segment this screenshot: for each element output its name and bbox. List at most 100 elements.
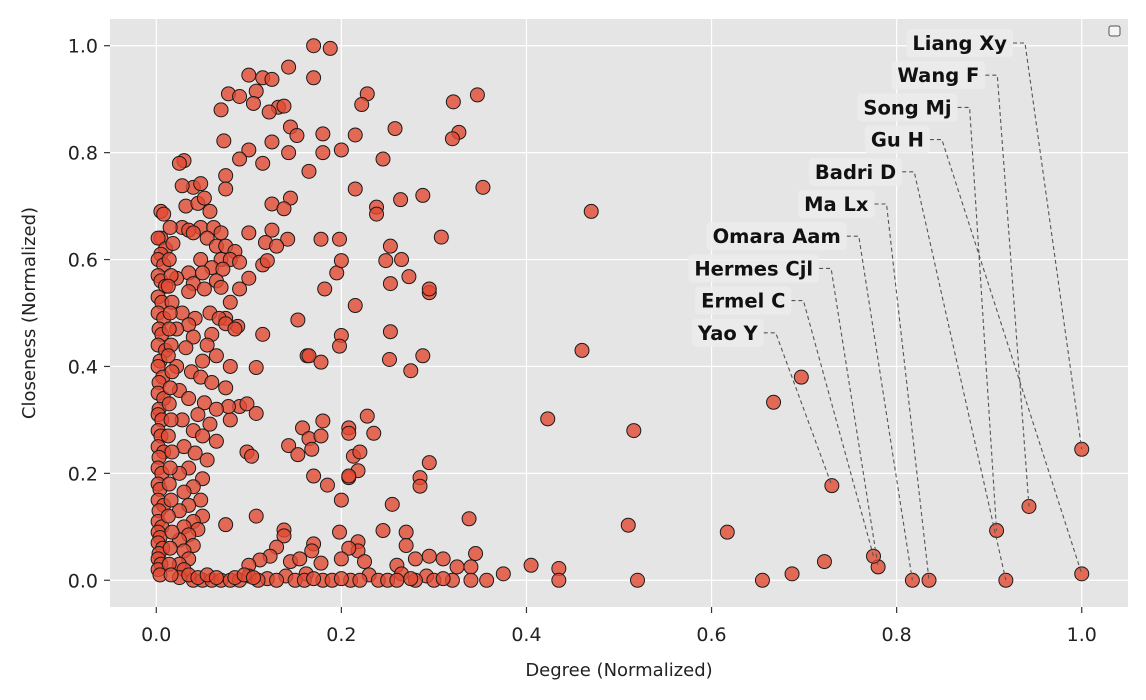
data-point (222, 412, 238, 428)
data-point (433, 229, 449, 245)
data-point (232, 151, 248, 167)
data-point (816, 554, 832, 570)
data-point (187, 445, 203, 461)
data-point (412, 478, 428, 494)
data-point (216, 133, 232, 149)
data-point (160, 508, 176, 524)
data-point (394, 252, 410, 268)
y-tick-label: 0.2 (68, 463, 98, 485)
data-point (347, 127, 363, 143)
data-point (276, 201, 292, 217)
data-point (196, 190, 212, 206)
data-point (574, 342, 590, 358)
data-point (156, 206, 172, 222)
annotation-label: Liang Xy (912, 32, 1007, 55)
data-point (202, 416, 218, 432)
data-point (276, 528, 292, 544)
annotation-box (691, 318, 764, 347)
data-point (333, 492, 349, 508)
data-point (213, 279, 229, 295)
y-tick-label: 0.4 (68, 356, 98, 378)
annotation-leaders (763, 42, 1083, 581)
data-point (181, 284, 197, 300)
data-point (463, 572, 479, 588)
data-point (213, 225, 229, 241)
annotation-leader (929, 139, 1083, 575)
data-point (218, 168, 234, 184)
x-tick-label: 0.0 (141, 624, 171, 646)
data-point (332, 338, 348, 354)
annotation-box (906, 29, 1013, 57)
data-point (289, 128, 305, 144)
data-point (259, 253, 275, 269)
data-point (369, 206, 385, 222)
data-point (199, 452, 215, 468)
data-point (232, 281, 248, 297)
annotation-label: Omara Aam (713, 225, 841, 248)
data-point (190, 407, 206, 423)
data-point (407, 551, 423, 567)
y-tick-label: 0.0 (68, 570, 98, 592)
data-point (784, 566, 800, 582)
annotation-leader (902, 171, 1007, 581)
data-point (269, 238, 285, 254)
data-point (248, 405, 264, 421)
data-point (163, 492, 179, 508)
data-point (164, 364, 180, 380)
annotation-leader (985, 74, 1030, 507)
x-tick-label: 0.2 (326, 624, 356, 646)
data-point (276, 98, 292, 114)
data-point (269, 572, 285, 588)
data-point (357, 554, 372, 570)
data-point (204, 374, 220, 390)
data-point (239, 396, 255, 412)
data-point (401, 269, 417, 285)
data-point (445, 94, 461, 110)
data-point (208, 570, 224, 586)
data-point (304, 441, 320, 457)
data-point (315, 145, 331, 161)
data-point (162, 219, 178, 235)
data-point (403, 363, 419, 379)
data-point (181, 391, 197, 407)
data-point (366, 425, 382, 441)
annotation-leader (846, 235, 913, 581)
data-point (261, 104, 277, 120)
data-point (333, 571, 349, 587)
y-tick-label: 1.0 (68, 36, 98, 58)
annotation-box (864, 125, 930, 154)
data-point (306, 468, 322, 484)
data-point (248, 83, 264, 99)
y-axis-title: Closeness (Normalized) (19, 207, 40, 419)
plot-area (110, 19, 1128, 607)
annotation-labels: Liang Xy Wang F Song Mj Gu H Badri D Ma Lx Oma… (688, 29, 1013, 347)
data-point (163, 567, 179, 583)
annotated-point (824, 478, 840, 494)
data-point (317, 281, 333, 297)
data-point (347, 181, 363, 197)
data-point (389, 572, 405, 588)
data-point (421, 548, 437, 564)
data-point (208, 433, 224, 449)
data-point (333, 253, 349, 269)
data-point (421, 455, 437, 471)
data-point (322, 40, 338, 56)
data-point (495, 566, 511, 582)
data-point (583, 203, 599, 219)
data-point (222, 358, 238, 374)
annotation-box (891, 61, 986, 90)
data-point (304, 543, 320, 559)
annotated-point (1021, 499, 1037, 515)
data-point (387, 121, 403, 137)
annotation-box (808, 157, 903, 186)
data-point (468, 546, 484, 562)
data-point (313, 354, 329, 370)
data-point (403, 571, 419, 587)
data-point (319, 477, 335, 493)
data-point (378, 253, 394, 269)
data-point (382, 276, 398, 292)
data-point (352, 572, 368, 588)
annotation-leader (791, 300, 875, 557)
data-point (375, 523, 391, 539)
